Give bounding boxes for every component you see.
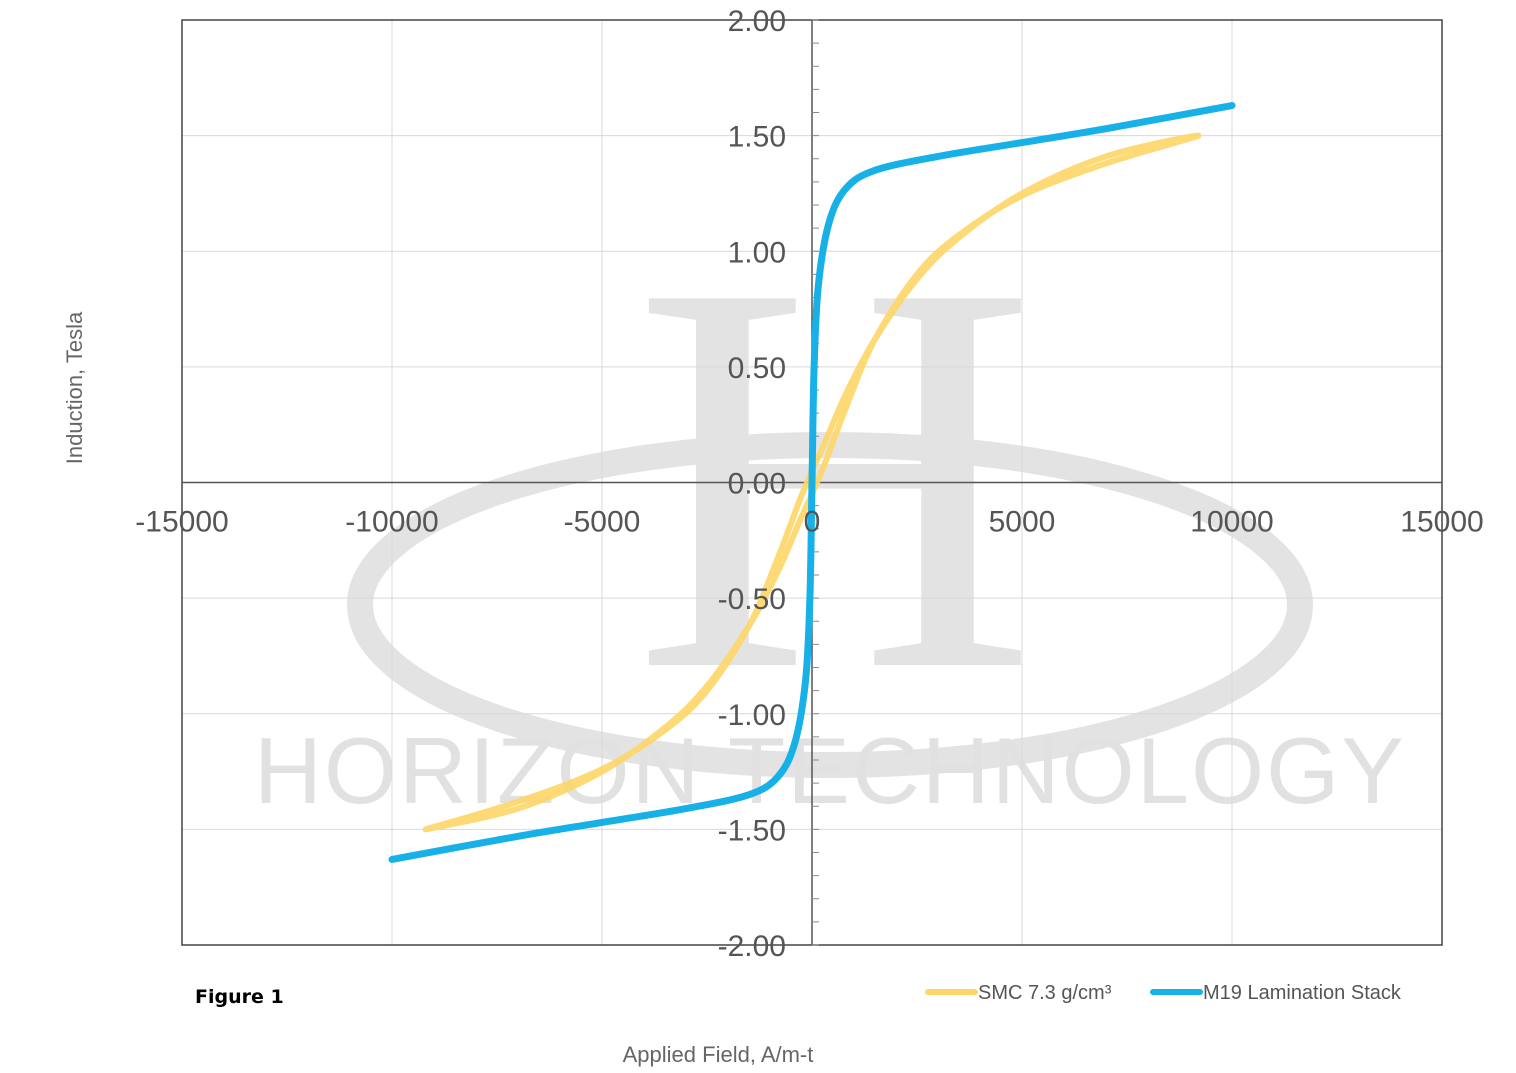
x-tick-label: 15000 [1400, 506, 1483, 539]
y-tick-label: 2.00 [728, 5, 786, 38]
legend-label-smc: SMC 7.3 g/cm³ [978, 982, 1112, 1004]
x-tick-label: 5000 [989, 506, 1056, 539]
legend-label-m19: M19 Lamination Stack [1203, 982, 1402, 1004]
x-axis-title: Applied Field, A/m-t [623, 1042, 814, 1067]
y-tick-label: 0.00 [728, 468, 786, 501]
y-tick-label: 1.50 [728, 121, 786, 154]
y-tick-label: -1.00 [718, 699, 786, 732]
series-line-smc [422, 132, 1202, 833]
y-tick-label: 1.00 [728, 236, 786, 269]
watermark: H HORIZON TECHNOLOGY [254, 167, 1406, 823]
x-tick-label: 10000 [1190, 506, 1273, 539]
legend: SMC 7.3 g/cm³ M19 Lamination Stack [925, 982, 1402, 1004]
figure-label: Figure 1 [195, 986, 284, 1008]
x-tick-label: 0 [804, 506, 821, 539]
y-axis-title: Induction, Tesla [62, 311, 87, 464]
x-tick-label: -10000 [345, 506, 438, 539]
y-tick-label: -0.50 [718, 583, 786, 616]
series-line-m19 [388, 102, 1236, 863]
x-tick-label: -5000 [564, 506, 641, 539]
x-tick-label: -15000 [135, 506, 228, 539]
watermark-text: HORIZON TECHNOLOGY [254, 718, 1406, 823]
watermark-letter: H [633, 167, 1037, 787]
y-tick-label: -1.50 [718, 814, 786, 847]
tick-labels: -15000 -10000 -5000 0 5000 10000 15000 -2.00 -1.… [135, 5, 1483, 963]
y-tick-label: -2.00 [718, 930, 786, 963]
series-layer [388, 102, 1236, 863]
y-tick-label: 0.50 [728, 352, 786, 385]
